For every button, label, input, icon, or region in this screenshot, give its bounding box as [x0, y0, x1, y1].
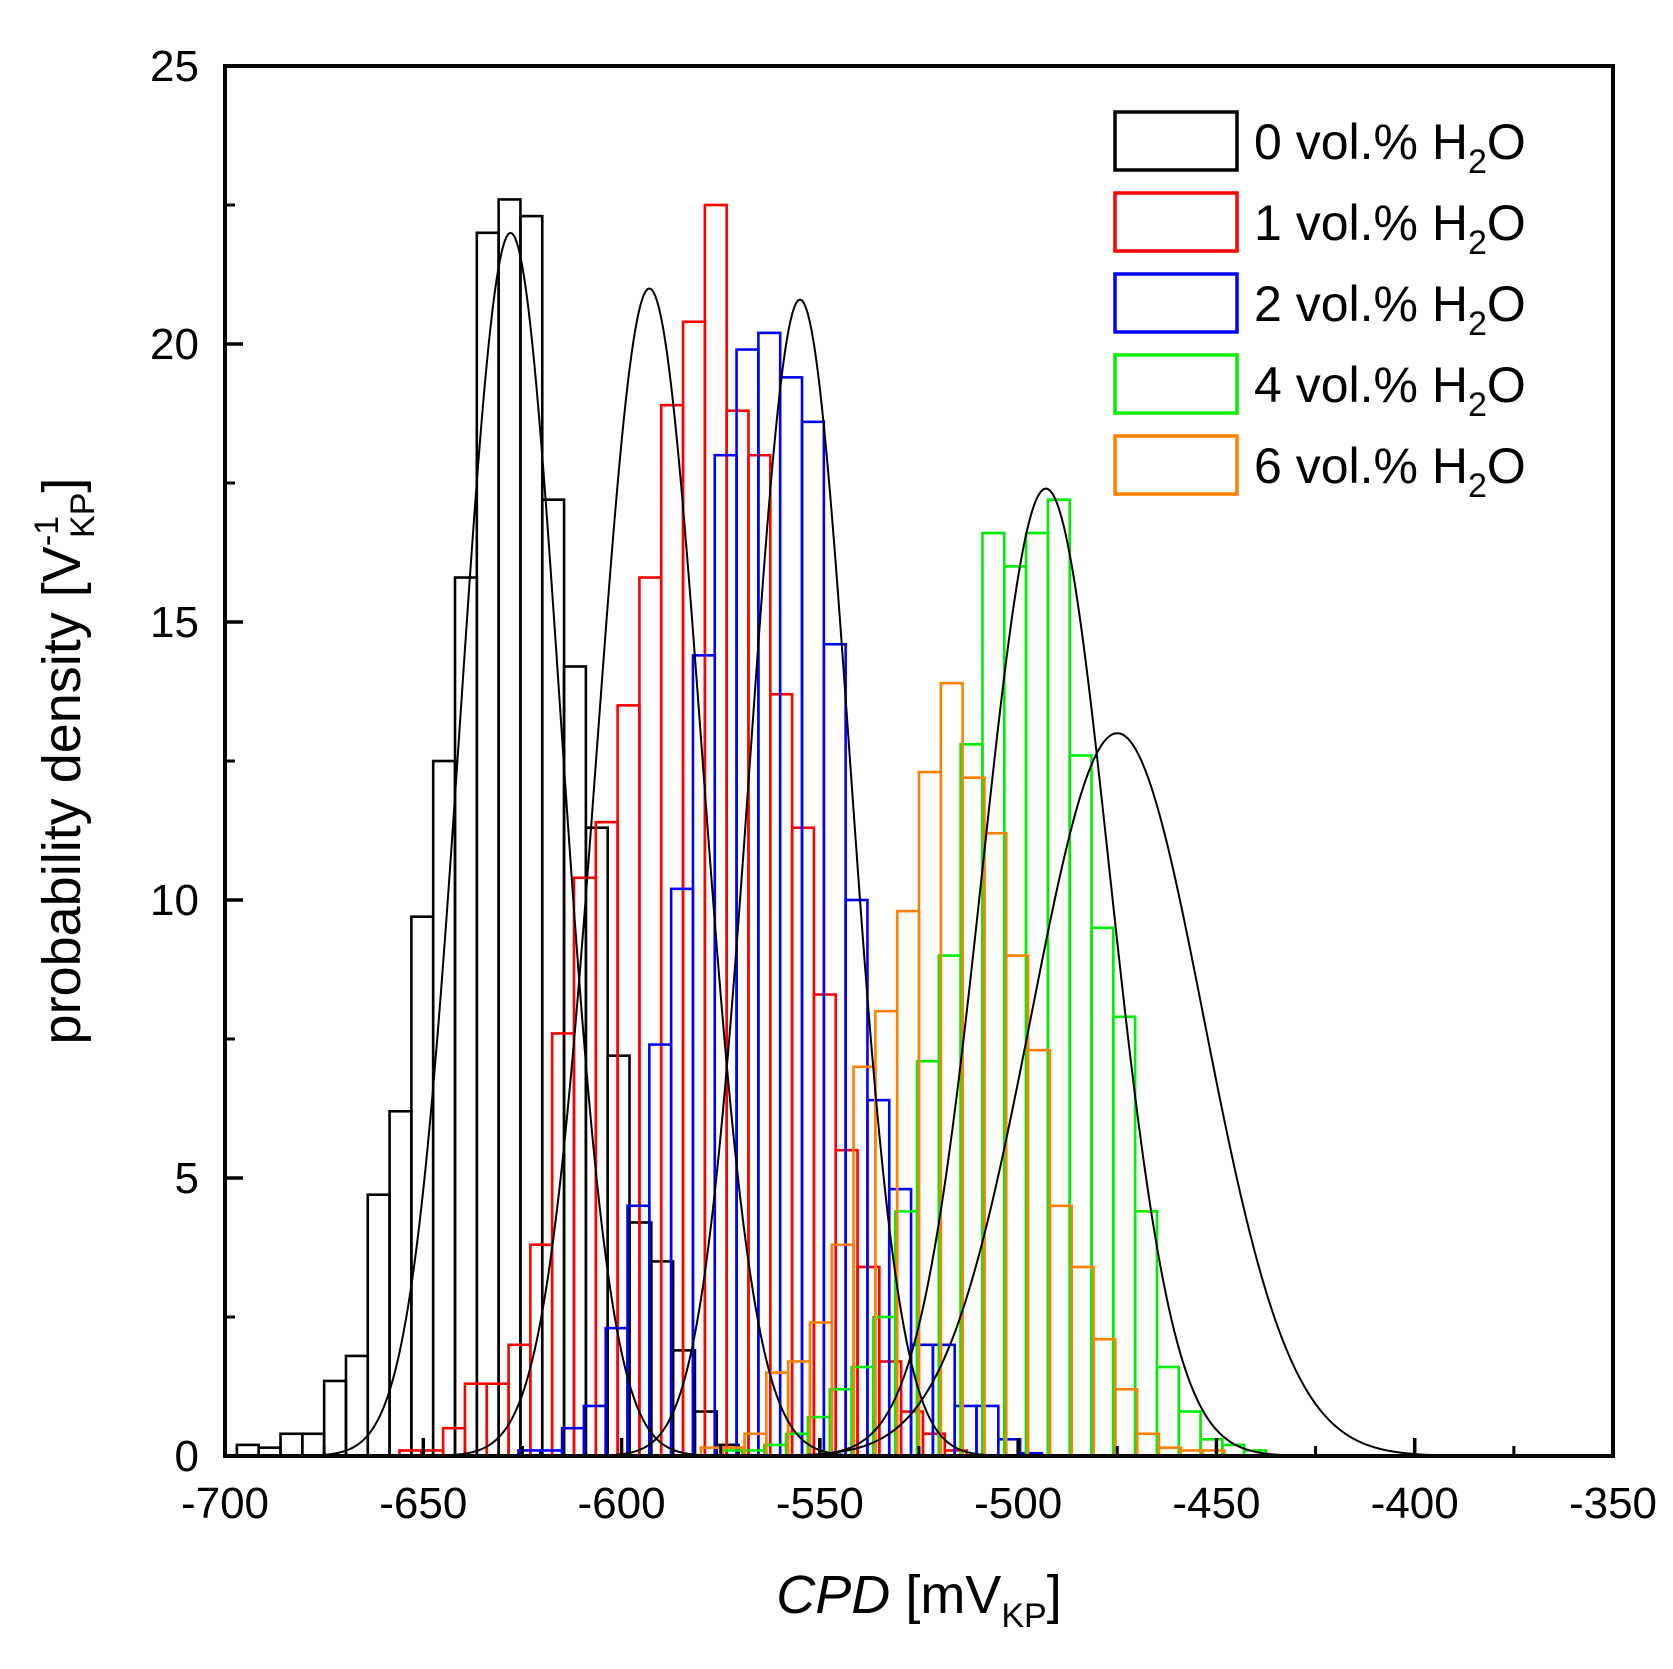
x-axis-title-unit-close: ] — [1047, 1565, 1062, 1625]
y-axis-title-close: ] — [32, 478, 92, 493]
series-0-bars — [235, 198, 740, 1458]
legend-label-2: 2 vol.% H2O — [1254, 276, 1526, 343]
y-tick-label: 15 — [150, 598, 199, 647]
legend-swatch-3 — [1113, 353, 1239, 415]
series-1-fit-curve — [387, 287, 912, 1457]
legend-swatch-1 — [1113, 191, 1239, 253]
x-tick-label: -500 — [974, 1479, 1062, 1528]
y-tick-label: 5 — [175, 1154, 199, 1203]
series-0-bar — [410, 915, 435, 1458]
legend-swatch-2 — [1113, 272, 1239, 334]
x-axis-title-unit: [mV — [890, 1565, 1001, 1625]
x-tick-label: -400 — [1371, 1479, 1459, 1528]
x-axis-title-italic: CPD — [776, 1565, 890, 1625]
x-tick-label: -350 — [1569, 1479, 1657, 1528]
series-0-fit-curve — [260, 231, 761, 1457]
series-0-bar — [322, 1379, 348, 1458]
x-tick-labels: -700 -650 -600 -550 -500 -450 -400 -350 — [181, 1479, 1657, 1528]
y-axis-title: probability density [V-1KP] — [28, 478, 102, 1045]
y-tick-label: 0 — [175, 1432, 199, 1481]
axis-ticks — [223, 64, 1615, 1458]
legend-label-1: 1 vol.% H2O — [1254, 195, 1526, 262]
legend-label-4: 6 vol.% H2O — [1254, 438, 1526, 505]
gaussian-fits — [260, 231, 1550, 1457]
histogram-bars — [235, 198, 1268, 1458]
series-2-bar — [975, 1404, 1000, 1458]
series-0-bar — [475, 231, 500, 1458]
series-0-bar — [279, 1432, 304, 1458]
legend-swatch-0 — [1113, 110, 1239, 172]
y-tick-label: 20 — [150, 320, 199, 369]
y-axis-title-sup: -1 — [28, 516, 66, 546]
series-0-bar — [344, 1354, 370, 1458]
series-0-bar — [388, 1109, 413, 1458]
series-0-bar — [301, 1432, 326, 1458]
x-tick-label: -650 — [379, 1479, 467, 1528]
y-tick-labels: 0 5 10 15 20 25 — [150, 42, 199, 1481]
series-0-bar — [431, 759, 457, 1458]
x-tick-label: -600 — [578, 1479, 666, 1528]
y-axis-title-main: probability density [V — [32, 546, 92, 1044]
y-axis-title-sub: KP — [64, 493, 102, 538]
y-tick-label: 10 — [150, 876, 199, 925]
x-tick-label: -450 — [1172, 1479, 1260, 1528]
legend: 0 vol.% H2O 1 vol.% H2O 2 vol.% H2O 4 vol.%… — [1113, 110, 1526, 505]
x-tick-label: -550 — [776, 1479, 864, 1528]
series-3-bars — [719, 498, 1268, 1458]
series-0-bar — [453, 576, 479, 1458]
series-0-bar — [497, 198, 522, 1458]
x-axis-title: CPD [mVKP] — [776, 1565, 1061, 1635]
legend-swatch-4 — [1113, 434, 1239, 496]
legend-label-3: 4 vol.% H2O — [1254, 357, 1526, 424]
legend-label-0: 0 vol.% H2O — [1254, 114, 1526, 181]
x-axis-title-unit-sub: KP — [1001, 1597, 1046, 1635]
series-2-fit-curve — [552, 298, 1048, 1457]
y-tick-label: 25 — [150, 42, 199, 91]
x-tick-label: -700 — [181, 1479, 269, 1528]
series-4-fit-curve — [685, 732, 1550, 1457]
